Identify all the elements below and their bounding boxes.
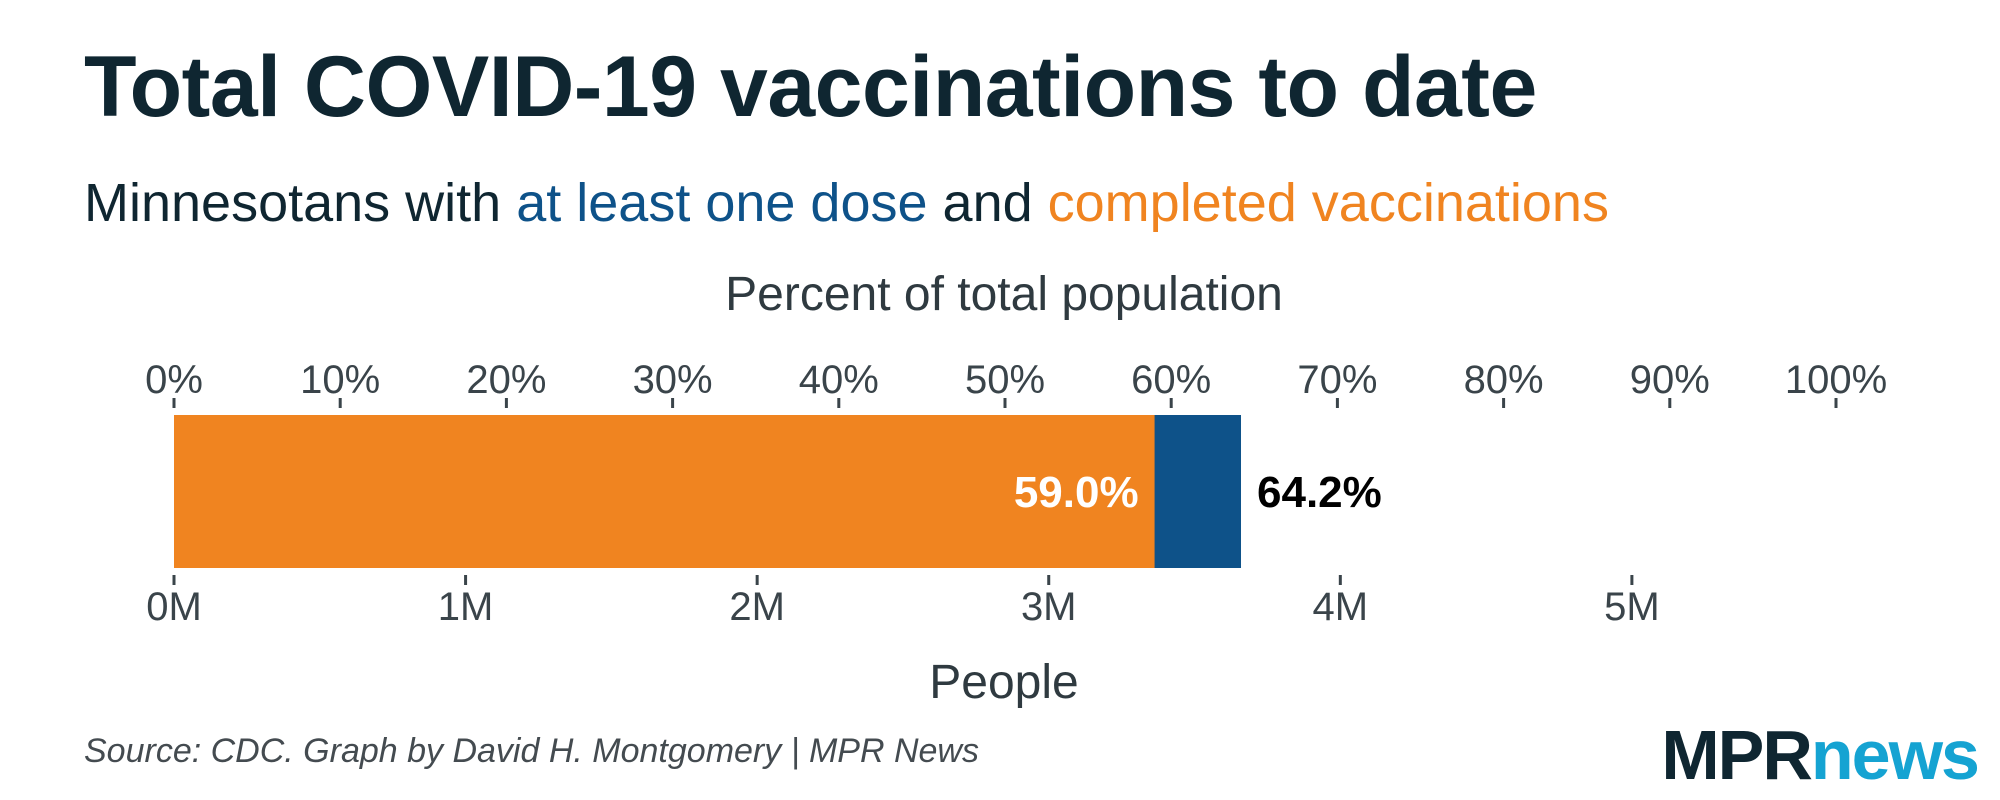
- bottom-axis-title: People: [929, 656, 1078, 709]
- subtitle-prefix: Minnesotans with: [84, 173, 517, 233]
- bar-completed-vaccinations: [174, 415, 1155, 568]
- top-tick-label: 10%: [300, 358, 380, 402]
- top-tick-label: 0%: [145, 358, 203, 402]
- top-tick-label: 60%: [1131, 358, 1211, 402]
- top-axis: 0% 10% 20% 30% 40% 50% 60% 70% 80% 90% 100%: [145, 358, 1887, 408]
- chart-title: Total COVID-19 vaccinations to date: [84, 39, 1537, 135]
- source-note: Source: CDC. Graph by David H. Montgomer…: [84, 732, 979, 770]
- logo-news: news: [1810, 716, 1980, 794]
- top-tick-label: 20%: [466, 358, 546, 402]
- bar-label-one-dose: 64.2%: [1257, 468, 1382, 517]
- top-tick-label: 100%: [1785, 358, 1887, 402]
- bottom-tick-label: 1M: [438, 585, 494, 629]
- subtitle-middle: and: [927, 173, 1048, 233]
- subtitle-series-completed: completed vaccinations: [1047, 173, 1609, 233]
- bar-label-completed: 59.0%: [1014, 468, 1139, 517]
- top-tick-label: 40%: [799, 358, 879, 402]
- bottom-tick-label: 3M: [1021, 585, 1077, 629]
- bottom-tick-label: 0M: [146, 585, 202, 629]
- subtitle-series-one-dose: at least one dose: [516, 173, 928, 233]
- bottom-tick-label: 5M: [1604, 585, 1660, 629]
- top-tick-label: 70%: [1297, 358, 1377, 402]
- top-tick-label: 80%: [1464, 358, 1544, 402]
- top-tick-label: 90%: [1630, 358, 1710, 402]
- mpr-news-logo: MPRnews: [1661, 720, 1980, 790]
- top-tick-label: 50%: [965, 358, 1045, 402]
- top-axis-title: Percent of total population: [725, 268, 1283, 321]
- bottom-tick-label: 2M: [729, 585, 785, 629]
- top-tick-label: 30%: [633, 358, 713, 402]
- bars: 64.2% 59.0%: [174, 415, 1382, 568]
- chart-subtitle: Minnesotans with at least one dose and c…: [84, 172, 1609, 234]
- bottom-axis: 0M 1M 2M 3M 4M 5M: [146, 575, 1660, 629]
- bottom-tick-label: 4M: [1313, 585, 1369, 629]
- logo-mpr: MPR: [1661, 716, 1813, 794]
